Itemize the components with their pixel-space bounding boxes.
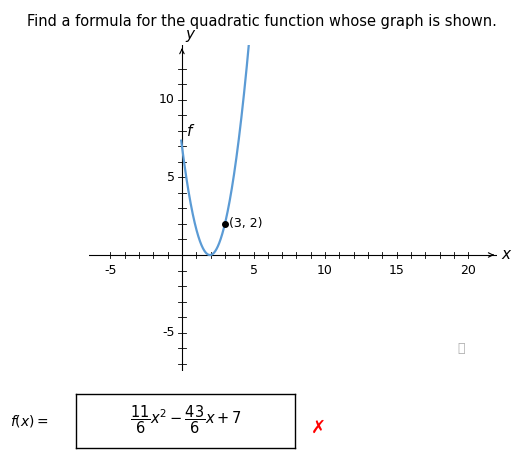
Text: Find a formula for the quadratic function whose graph is shown.: Find a formula for the quadratic functio…: [27, 14, 496, 29]
Text: -5: -5: [104, 264, 117, 277]
Text: $f$: $f$: [186, 123, 195, 139]
Text: ⓘ: ⓘ: [457, 342, 465, 355]
Text: $x$: $x$: [501, 247, 513, 262]
Text: 10: 10: [159, 93, 175, 106]
Text: 20: 20: [460, 264, 476, 277]
Text: ✗: ✗: [311, 419, 326, 437]
Text: $f(x)=$: $f(x)=$: [10, 413, 49, 429]
Text: 5: 5: [249, 264, 257, 277]
Text: -5: -5: [162, 326, 175, 339]
Text: (3, 2): (3, 2): [229, 217, 263, 231]
Text: 15: 15: [389, 264, 405, 277]
Text: $\dfrac{11}{6}x^2 - \dfrac{43}{6}x + 7$: $\dfrac{11}{6}x^2 - \dfrac{43}{6}x + 7$: [130, 404, 242, 437]
Text: 5: 5: [167, 171, 175, 184]
Text: 10: 10: [317, 264, 333, 277]
Text: $y$: $y$: [185, 28, 197, 44]
